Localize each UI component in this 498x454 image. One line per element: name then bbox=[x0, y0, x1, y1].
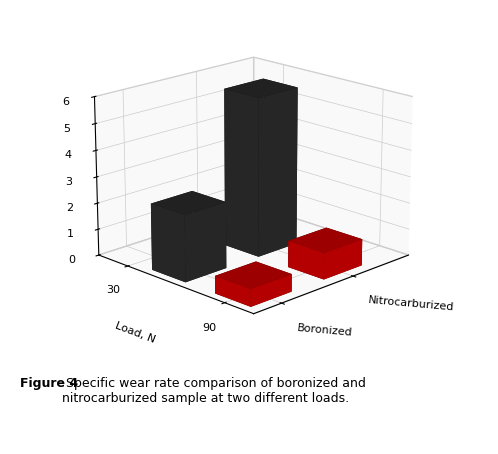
Text: Figure 4: Figure 4 bbox=[20, 377, 78, 390]
Text: Specific wear rate comparison of boronized and
nitrocarburized sample at two dif: Specific wear rate comparison of boroniz… bbox=[62, 377, 366, 405]
Y-axis label: Load, N: Load, N bbox=[114, 321, 157, 345]
